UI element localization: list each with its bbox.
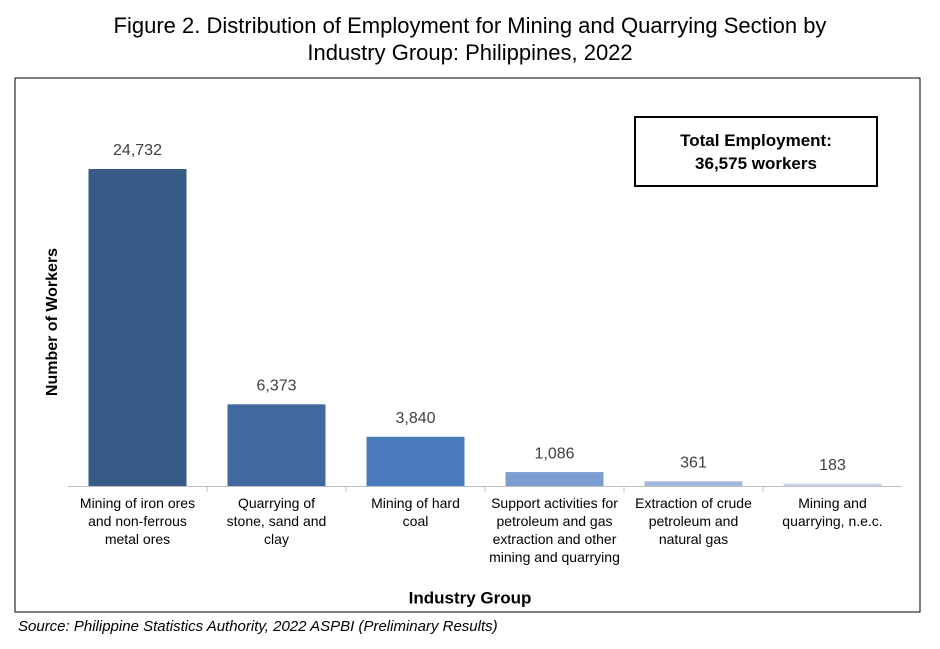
chart-frame bbox=[14, 77, 921, 613]
y-axis-title: Number of Workers bbox=[44, 248, 61, 396]
x-tick-label: Mining of iron ores and non-ferrous meta… bbox=[79, 495, 196, 547]
x-tick-label: Mining of hard coal bbox=[371, 495, 460, 529]
bar bbox=[366, 436, 465, 486]
value-label: 3,840 bbox=[395, 410, 435, 427]
bar bbox=[783, 483, 882, 486]
annotation-box: Total Employment: 36,575 workers bbox=[634, 116, 878, 187]
value-label: 361 bbox=[680, 455, 707, 472]
bar bbox=[505, 472, 604, 486]
x-tick-label: Extraction of crude petroleum and natura… bbox=[635, 495, 752, 547]
annotation: Total Employment: 36,575 workers bbox=[680, 130, 832, 173]
bar bbox=[227, 404, 326, 486]
bar bbox=[644, 481, 743, 486]
value-label: 1,086 bbox=[534, 445, 574, 462]
value-label: 24,732 bbox=[113, 142, 162, 159]
source-note: Source: Philippine Statistics Authority,… bbox=[18, 618, 498, 635]
x-tick-label: Quarrying of stone, sand and clay bbox=[226, 495, 327, 547]
value-label: 6,373 bbox=[256, 378, 296, 395]
x-tick-label: Support activities for petroleum and gas… bbox=[489, 495, 620, 565]
chart-title: Figure 2. Distribution of Employment for… bbox=[113, 13, 827, 65]
x-axis-title: Industry Group bbox=[409, 588, 532, 607]
value-label: 183 bbox=[819, 457, 846, 474]
bar bbox=[88, 169, 187, 486]
x-tick-label: Mining and quarrying, n.e.c. bbox=[782, 495, 883, 529]
